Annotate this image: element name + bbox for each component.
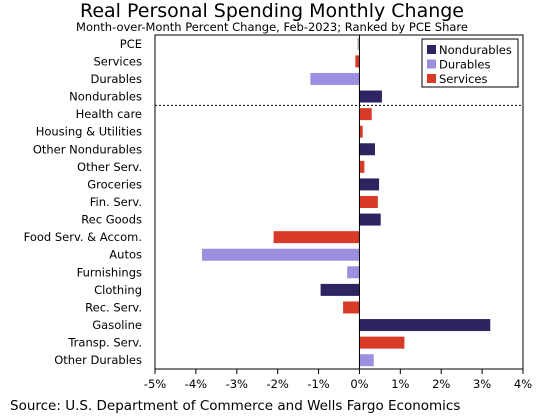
x-tick-label: 1% <box>391 377 409 391</box>
bar <box>202 248 360 261</box>
legend-label: Nondurables <box>439 43 512 57</box>
legend-label: Durables <box>439 58 490 72</box>
category-label: Other Nondurables <box>33 142 142 156</box>
legend-swatch <box>427 45 436 54</box>
category-label: Other Serv. <box>77 160 142 174</box>
bar <box>359 319 491 332</box>
x-tick-label: -1% <box>307 377 329 391</box>
category-label: Rec. Serv. <box>85 300 142 314</box>
bar <box>320 283 360 296</box>
category-label: Groceries <box>87 177 142 191</box>
category-label: Health care <box>76 107 142 121</box>
category-label: Gasoline <box>92 318 142 332</box>
category-label: Fin. Serv. <box>90 195 142 209</box>
category-label: Nondurables <box>69 90 142 104</box>
bar <box>310 72 360 85</box>
category-label: Rec Goods <box>81 213 142 227</box>
bar <box>359 213 381 226</box>
category-label: Housing & Utilities <box>36 125 142 139</box>
category-label: Other Durables <box>54 353 142 367</box>
axes: -5% -4% -3% -2% -1% 0% 1% 2% 3% 4% <box>144 34 532 391</box>
legend-swatch <box>427 74 436 83</box>
category-label: Transp. Serv. <box>67 336 142 350</box>
category-label: Clothing <box>94 283 142 297</box>
bar <box>343 301 360 314</box>
chart-title: Real Personal Spending Monthly Change <box>80 0 464 22</box>
x-tick-label: 4% <box>514 377 532 391</box>
bar <box>359 160 365 173</box>
category-label: Durables <box>91 72 142 86</box>
chart-subtitle: Month-over-Month Percent Change, Feb-202… <box>76 20 468 34</box>
bar <box>273 231 360 244</box>
bar <box>359 125 363 138</box>
bars <box>202 37 491 367</box>
bar <box>359 336 405 349</box>
x-tick-label: 2% <box>432 377 450 391</box>
legend-swatch <box>427 59 436 69</box>
plot-frame <box>154 34 524 370</box>
category-label: PCE <box>120 37 142 51</box>
x-tick-label: 3% <box>473 377 491 391</box>
x-tick-label: -2% <box>266 377 288 391</box>
x-tick-label: -5% <box>144 377 166 391</box>
bar <box>359 196 378 208</box>
category-label: Furnishings <box>77 265 142 279</box>
x-tick-label: -4% <box>185 377 207 391</box>
bar <box>359 354 374 367</box>
bar <box>355 55 360 68</box>
category-label: Food Serv. & Accom. <box>24 230 142 244</box>
source-note: Source: U.S. Department of Commerce and … <box>10 398 461 414</box>
category-label: Services <box>94 54 143 68</box>
category-label: Autos <box>109 248 142 262</box>
bar <box>359 143 375 156</box>
bar <box>347 266 360 279</box>
legend-label: Services <box>439 72 488 86</box>
category-labels: PCE Services Durables Nondurables Health car… <box>24 37 142 367</box>
bar <box>359 108 372 121</box>
x-tick-label: 0% <box>350 377 368 391</box>
legend-box <box>421 38 519 88</box>
x-tick-label: -3% <box>226 377 248 391</box>
bar <box>359 90 382 103</box>
bar <box>357 37 360 50</box>
bar <box>359 178 380 191</box>
